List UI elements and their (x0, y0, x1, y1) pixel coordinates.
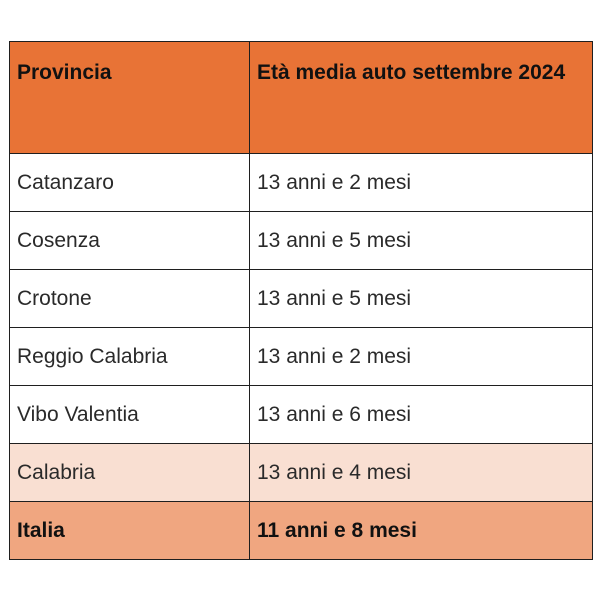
cell-nation-eta: 11 anni e 8 mesi (249, 501, 593, 560)
table-row: Crotone 13 anni e 5 mesi (9, 269, 593, 328)
header-eta-media: Età media auto settembre 2024 (249, 41, 593, 154)
table-row: Catanzaro 13 anni e 2 mesi (9, 153, 593, 212)
cell-eta: 13 anni e 5 mesi (249, 211, 593, 270)
table-row-region-total: Calabria 13 anni e 4 mesi (9, 443, 593, 502)
header-provincia: Provincia (9, 41, 250, 154)
cell-eta: 13 anni e 6 mesi (249, 385, 593, 444)
table-header-row: Provincia Età media auto settembre 2024 (9, 41, 593, 154)
table-row: Cosenza 13 anni e 5 mesi (9, 211, 593, 270)
cell-provincia: Catanzaro (9, 153, 250, 212)
cell-region-eta: 13 anni e 4 mesi (249, 443, 593, 502)
car-age-table: Provincia Età media auto settembre 2024 … (9, 41, 593, 560)
cell-provincia: Vibo Valentia (9, 385, 250, 444)
cell-provincia: Cosenza (9, 211, 250, 270)
cell-region-name: Calabria (9, 443, 250, 502)
table-row: Reggio Calabria 13 anni e 2 mesi (9, 327, 593, 386)
cell-nation-name: Italia (9, 501, 250, 560)
cell-eta: 13 anni e 2 mesi (249, 153, 593, 212)
table-row-national-total: Italia 11 anni e 8 mesi (9, 501, 593, 560)
cell-eta: 13 anni e 2 mesi (249, 327, 593, 386)
table-row: Vibo Valentia 13 anni e 6 mesi (9, 385, 593, 444)
cell-provincia: Reggio Calabria (9, 327, 250, 386)
cell-eta: 13 anni e 5 mesi (249, 269, 593, 328)
cell-provincia: Crotone (9, 269, 250, 328)
